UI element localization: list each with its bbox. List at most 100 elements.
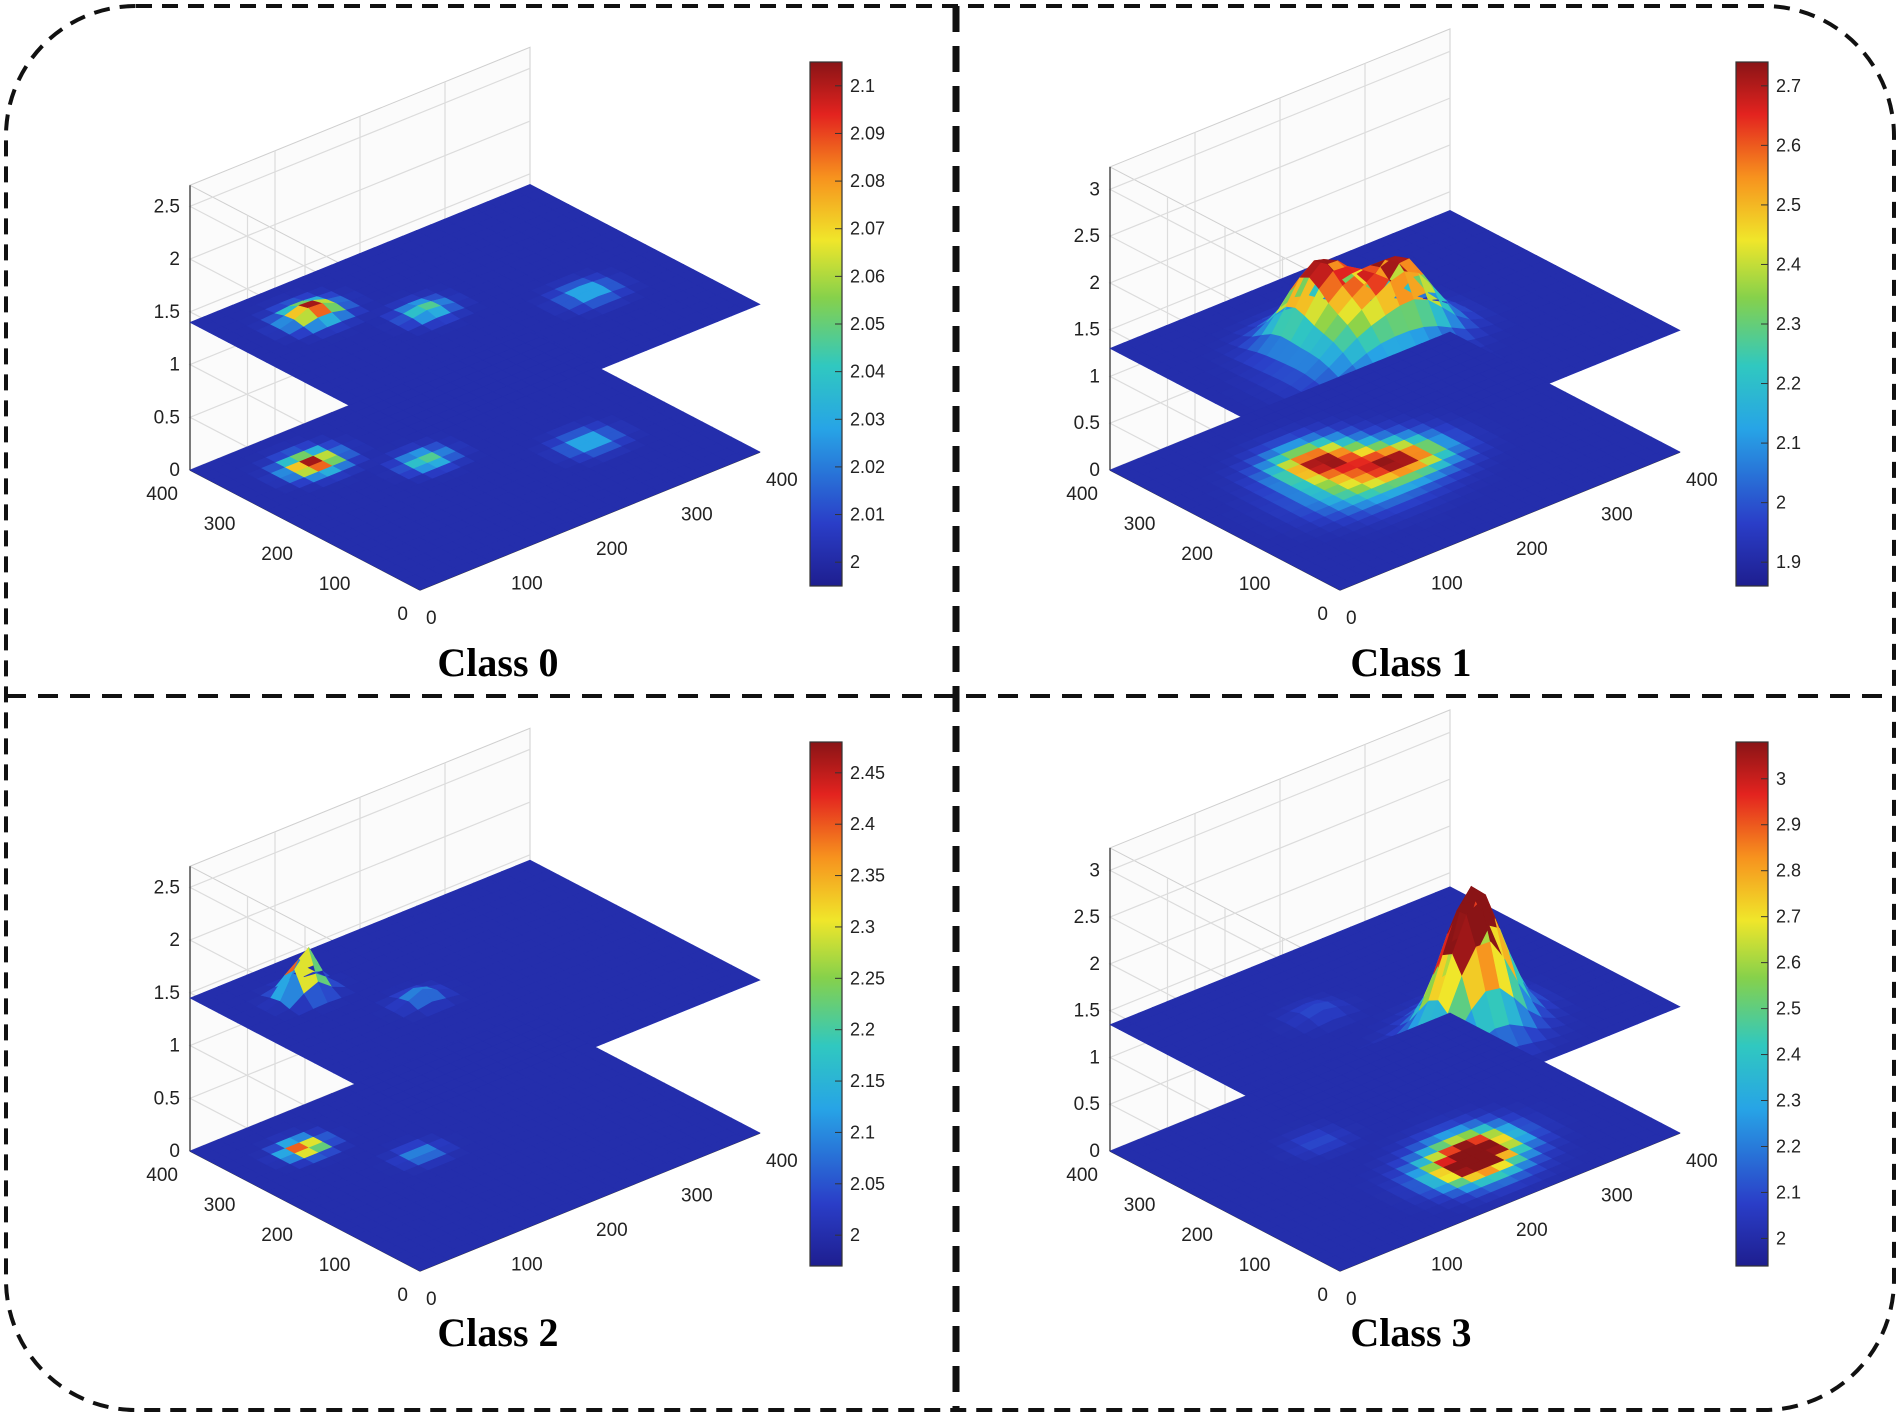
colorbar-tick-label: 2.25: [850, 968, 885, 988]
colorbar-tick-label: 2.4: [1776, 254, 1801, 274]
y-tick-label: 100: [319, 1255, 351, 1276]
z-tick-label: 1.5: [154, 983, 180, 1004]
z-tick-label: 2: [1089, 273, 1100, 294]
y-tick-label: 100: [1239, 1255, 1271, 1276]
panel-0: 0100200300400010020030040000.511.522.522…: [146, 46, 885, 685]
y-tick-label: 100: [319, 574, 351, 595]
x-tick-label: 300: [1601, 1186, 1633, 1207]
colorbar-tick-label: 2.35: [850, 866, 885, 886]
colorbar: 22.012.022.032.042.052.062.072.082.092.1: [809, 61, 885, 587]
colorbar-tick-label: 2.05: [850, 1174, 885, 1194]
z-tick-label: 0.5: [154, 1088, 180, 1109]
colorbar-tick-label: 2.3: [1776, 314, 1801, 334]
z-tick-label: 2.5: [154, 196, 180, 217]
z-tick-label: 2: [169, 930, 180, 951]
colorbar: 1.922.12.22.32.42.52.62.7: [1735, 61, 1801, 587]
colorbar-tick-label: 2.06: [850, 266, 885, 286]
y-tick-label: 200: [1181, 1225, 1213, 1246]
z-tick-label: 2: [1089, 954, 1100, 975]
surface-cell: [735, 299, 761, 311]
colorbar-tick-label: 2.2: [850, 1020, 875, 1040]
y-tick-label: 0: [397, 1285, 408, 1306]
colorbar-gradient: [1735, 741, 1769, 1267]
colorbar-tick-label: 1.9: [1776, 552, 1801, 572]
colorbar-tick-label: 2.02: [850, 457, 885, 477]
y-tick-label: 400: [146, 1165, 178, 1186]
colorbar-gradient: [809, 741, 843, 1267]
colorbar-tick-label: 2.9: [1776, 815, 1801, 835]
y-tick-label: 200: [261, 544, 293, 565]
colorbar-tick-label: 2.08: [850, 171, 885, 191]
colorbar-tick-label: 2.1: [1776, 433, 1801, 453]
x-tick-label: 200: [1516, 1220, 1548, 1241]
x-tick-label: 100: [511, 1255, 543, 1276]
colorbar-tick-label: 2.5: [1776, 195, 1801, 215]
colorbar-tick-label: 2.05: [850, 314, 885, 334]
x-tick-label: 300: [681, 505, 713, 526]
x-tick-label: 200: [596, 1220, 628, 1241]
colorbar-tick-label: 2: [1776, 493, 1786, 513]
surface-cell: [1655, 325, 1681, 337]
colorbar-tick-label: 2.1: [850, 76, 875, 96]
z-tick-label: 2.5: [154, 877, 180, 898]
x-tick-label: 400: [766, 470, 798, 491]
colorbar-tick-label: 2.1: [1776, 1182, 1801, 1202]
x-tick-label: 0: [426, 1289, 437, 1310]
x-tick-label: 100: [511, 574, 543, 595]
z-tick-label: 0: [169, 460, 180, 481]
x-tick-label: 0: [426, 608, 437, 629]
panel-title: Class 0: [437, 640, 558, 685]
y-tick-label: 400: [1066, 1165, 1098, 1186]
y-tick-label: 100: [1239, 574, 1271, 595]
z-tick-label: 1: [169, 1036, 180, 1057]
panel-title: Class 3: [1350, 1310, 1471, 1355]
colorbar: 22.052.12.152.22.252.32.352.42.45: [809, 741, 885, 1267]
colorbar-tick-label: 2.6: [1776, 953, 1801, 973]
z-tick-label: 0.5: [1074, 1094, 1100, 1115]
z-tick-label: 3: [1089, 179, 1100, 200]
colorbar-tick-label: 2.07: [850, 219, 885, 239]
colorbar-tick-label: 2.3: [1776, 1091, 1801, 1111]
z-tick-label: 0: [1089, 1141, 1100, 1162]
colorbar-tick-label: 2.04: [850, 362, 885, 382]
floor-cell: [515, 331, 541, 344]
y-tick-label: 200: [261, 1225, 293, 1246]
z-tick-label: 0.5: [1074, 413, 1100, 434]
z-tick-label: 2: [169, 249, 180, 270]
colorbar-tick-label: 2: [850, 552, 860, 572]
z-tick-label: 0.5: [154, 407, 180, 428]
z-tick-label: 3: [1089, 860, 1100, 881]
colorbar-tick-label: 2: [1776, 1228, 1786, 1248]
colorbar-tick-label: 2.7: [1776, 907, 1801, 927]
y-tick-label: 300: [1124, 514, 1156, 535]
z-tick-label: 1.5: [1074, 1001, 1100, 1022]
y-tick-label: 0: [1317, 604, 1328, 625]
x-tick-label: 0: [1346, 608, 1357, 629]
colorbar-tick-label: 2.15: [850, 1071, 885, 1091]
floor-heatmap: [1109, 331, 1681, 591]
panel-3: 0100200300400010020030040000.511.522.532…: [1066, 709, 1801, 1355]
colorbar-tick-label: 2.3: [850, 917, 875, 937]
x-tick-label: 0: [1346, 1289, 1357, 1310]
panel-1: 0100200300400010020030040000.511.522.531…: [1066, 28, 1801, 685]
colorbar-tick-label: 2.4: [1776, 1045, 1801, 1065]
y-tick-label: 300: [204, 1195, 236, 1216]
z-tick-label: 1: [1089, 366, 1100, 387]
colorbar-tick-label: 2.01: [850, 505, 885, 525]
z-tick-label: 2.5: [1074, 226, 1100, 247]
colorbar-tick-label: 2.8: [1776, 861, 1801, 881]
x-tick-label: 400: [1686, 1151, 1718, 1172]
z-tick-label: 1.5: [154, 302, 180, 323]
x-tick-label: 400: [1686, 470, 1718, 491]
z-tick-label: 1.5: [1074, 320, 1100, 341]
x-tick-label: 200: [596, 539, 628, 560]
colorbar-tick-label: 2.2: [1776, 374, 1801, 394]
panel-title: Class 2: [437, 1310, 558, 1355]
dashed-frame: [4, 4, 1896, 1412]
colorbar-tick-label: 2.09: [850, 123, 885, 143]
x-tick-label: 100: [1431, 1255, 1463, 1276]
colorbar-tick-label: 2.1: [850, 1122, 875, 1142]
colorbar-tick-label: 2.2: [1776, 1136, 1801, 1156]
colorbar-tick-label: 2: [850, 1225, 860, 1245]
